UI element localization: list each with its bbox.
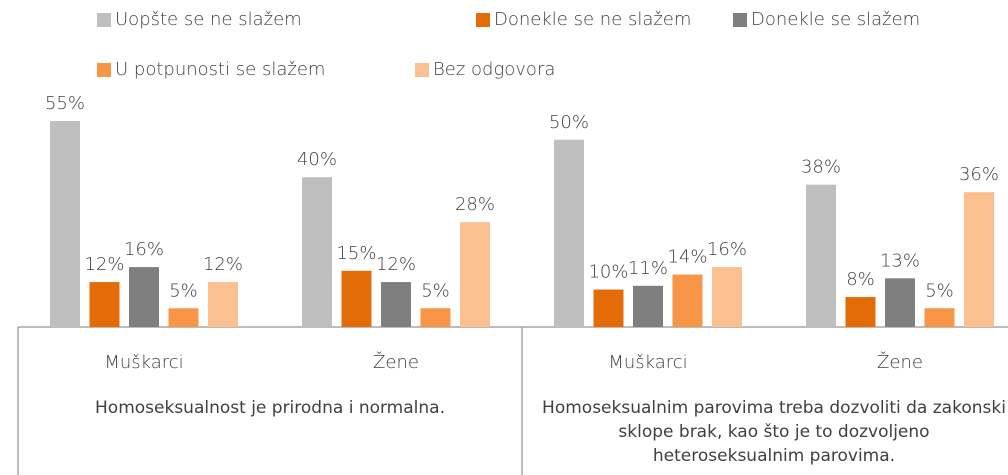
value-label: 40% <box>297 149 337 170</box>
legend-swatch <box>476 13 490 27</box>
value-label: 10% <box>588 262 628 283</box>
category-label: Žene <box>373 351 419 373</box>
legend-label: U potpunosti se slažem <box>115 59 325 80</box>
bar <box>964 192 994 327</box>
bar <box>924 308 955 327</box>
legend-label: Donekle se slažem <box>751 9 920 30</box>
value-label: 16% <box>124 239 164 260</box>
bar <box>381 282 411 327</box>
category-label: Žene <box>877 351 923 373</box>
bar <box>129 267 159 327</box>
legend-swatch <box>733 13 747 27</box>
bar <box>302 177 332 327</box>
bar <box>420 308 451 327</box>
value-label: 11% <box>628 258 668 279</box>
bar <box>806 184 836 327</box>
bar <box>208 282 238 327</box>
category-group-label: Homoseksualnim parovima treba dozvoliti … <box>542 398 1006 466</box>
bar <box>341 270 372 327</box>
bar <box>89 282 120 327</box>
value-label: 50% <box>549 112 589 133</box>
category-label: Muškarci <box>104 352 183 373</box>
bar <box>633 285 663 327</box>
value-label: 12% <box>84 254 124 275</box>
bar <box>672 274 703 327</box>
value-label: 55% <box>45 93 85 114</box>
legend-swatch <box>97 13 111 27</box>
bar <box>593 289 624 327</box>
legend-label: Donekle se ne slažem <box>494 9 691 30</box>
value-label: 12% <box>203 254 243 275</box>
value-label: 12% <box>376 254 416 275</box>
bar <box>554 139 584 327</box>
category-group-label: Homoseksualnost je prirodna i normalna. <box>95 398 445 418</box>
value-label: 8% <box>846 269 875 290</box>
value-label: 16% <box>707 239 747 260</box>
value-label: 36% <box>959 164 999 185</box>
value-label: 5% <box>169 280 198 301</box>
value-label: 15% <box>336 243 376 264</box>
value-label: 14% <box>667 247 707 268</box>
bar <box>712 267 742 327</box>
legend-label: Uopšte se ne slažem <box>115 9 302 30</box>
value-label: 38% <box>801 157 841 178</box>
bar <box>885 278 915 327</box>
value-label: 28% <box>455 194 495 215</box>
legend-swatch <box>415 63 429 77</box>
legend-swatch <box>97 63 111 77</box>
bar <box>845 297 876 327</box>
value-label: 13% <box>880 250 920 271</box>
category-label: Muškarci <box>608 352 687 373</box>
bar <box>168 308 199 327</box>
legend-label: Bez odgovora <box>433 59 555 80</box>
bar <box>460 222 490 327</box>
value-label: 5% <box>421 280 450 301</box>
value-label: 5% <box>925 280 954 301</box>
bar <box>50 121 80 328</box>
